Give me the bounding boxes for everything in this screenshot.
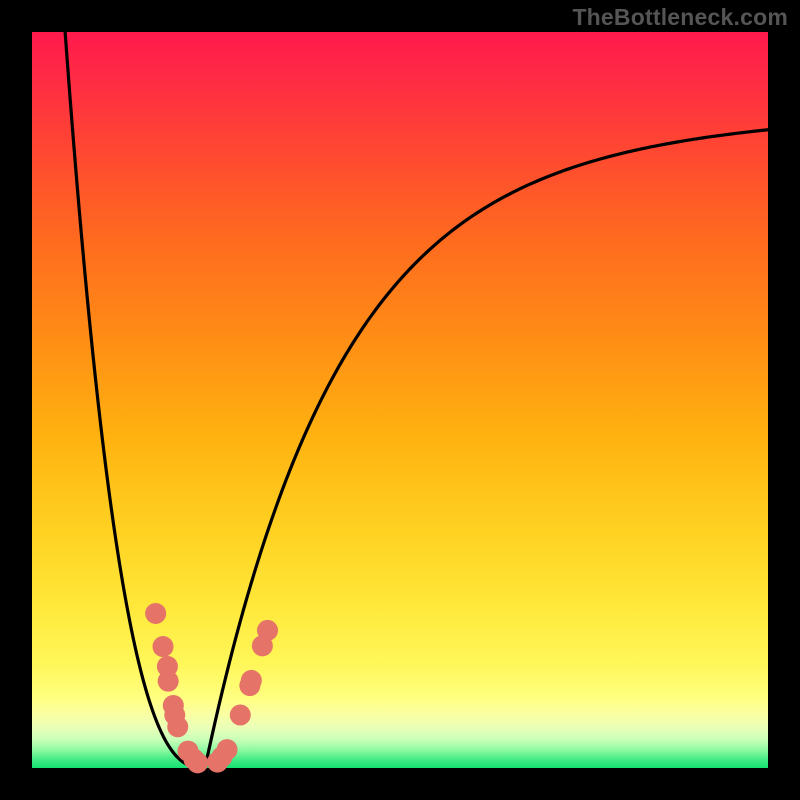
bottleneck-plot	[0, 0, 800, 800]
data-marker	[241, 670, 262, 691]
data-marker	[217, 739, 238, 760]
watermark-text: TheBottleneck.com	[572, 4, 788, 31]
data-marker	[187, 752, 208, 773]
data-marker	[230, 705, 251, 726]
data-marker	[167, 716, 188, 737]
chart-container: TheBottleneck.com	[0, 0, 800, 800]
data-marker	[145, 603, 166, 624]
data-marker	[257, 620, 278, 641]
plot-background	[32, 32, 768, 768]
data-marker	[158, 671, 179, 692]
data-marker	[153, 636, 174, 657]
